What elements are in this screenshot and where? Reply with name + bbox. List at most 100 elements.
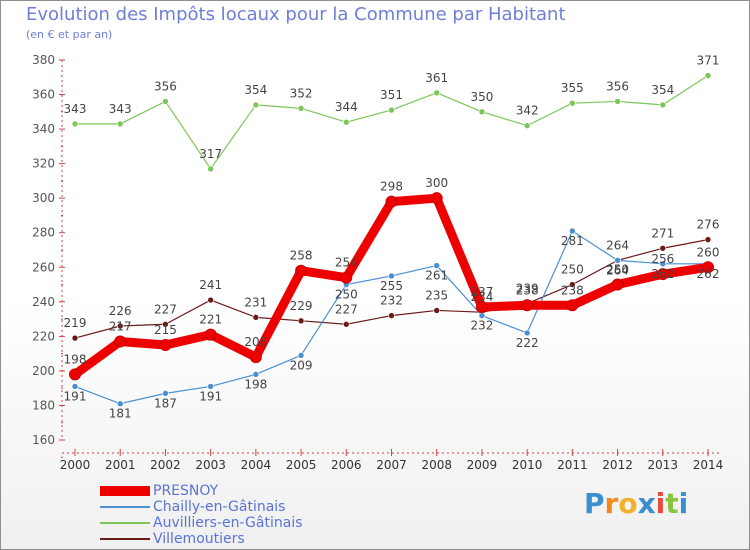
data-label: 209 [290, 358, 313, 372]
y-tick-label: 300 [32, 191, 55, 205]
data-point [388, 272, 395, 280]
data-point [659, 244, 667, 252]
data-label: 256 [651, 252, 674, 266]
data-label: 219 [64, 316, 87, 330]
logo-letter: r [604, 487, 619, 520]
data-label: 356 [154, 79, 177, 93]
data-label: 355 [561, 81, 584, 95]
data-point [614, 257, 621, 264]
data-label: 239 [516, 282, 539, 296]
data-label: 238 [516, 283, 539, 297]
data-point [162, 390, 169, 397]
data-point [249, 351, 262, 364]
data-label: 354 [244, 83, 267, 97]
data-point [342, 320, 350, 328]
legend-swatch [100, 538, 150, 540]
data-point [385, 195, 398, 208]
data-label: 208 [244, 335, 267, 349]
data-label: 232 [380, 294, 403, 308]
data-point [523, 122, 531, 129]
data-label: 227 [335, 302, 358, 316]
legend-item: PRESNOY [100, 483, 420, 499]
legend-swatch [100, 486, 150, 496]
data-label: 250 [561, 263, 584, 277]
legend-label: Villemoutiers [153, 531, 245, 547]
data-label: 221 [199, 313, 222, 327]
legend-item: Chailly-en-Gâtinais [100, 499, 420, 515]
data-point [388, 106, 395, 114]
data-point [475, 301, 488, 313]
y-tick-label: 260 [32, 260, 55, 274]
x-tick-label: 2006 [331, 458, 362, 472]
data-point [162, 320, 169, 328]
x-tick-label: 2005 [286, 458, 317, 472]
data-label: 250 [335, 288, 358, 302]
x-tick-label: 2014 [693, 458, 724, 472]
legend-item: Auvilliers-en-Gâtinais [100, 515, 420, 531]
data-label: 264 [606, 263, 629, 277]
data-point [71, 334, 79, 342]
data-label: 356 [606, 79, 629, 93]
data-label: 261 [425, 269, 448, 283]
x-tick-label: 2001 [105, 458, 136, 472]
legend-label: Chailly-en-Gâtinais [153, 499, 286, 515]
data-point [116, 120, 124, 128]
data-label: 281 [561, 234, 584, 248]
data-label: 264 [606, 238, 629, 252]
data-label: 258 [290, 249, 313, 263]
data-label: 187 [154, 396, 177, 410]
data-label: 191 [199, 389, 222, 403]
data-label: 217 [109, 320, 132, 334]
x-tick-label: 2008 [421, 458, 452, 472]
logo-letter: i [655, 487, 666, 520]
chart-title: Evolution des Impôts locaux pour la Comm… [26, 4, 566, 25]
data-label: 237 [470, 285, 493, 299]
data-point [297, 105, 305, 112]
data-label: 298 [380, 180, 403, 194]
y-tick-label: 180 [32, 398, 55, 412]
data-label: 343 [64, 102, 87, 116]
data-point [569, 227, 576, 235]
y-tick-label: 200 [32, 364, 55, 378]
data-point [521, 299, 534, 312]
data-point [388, 312, 395, 319]
data-point [433, 89, 441, 97]
x-tick-label: 2010 [512, 458, 543, 472]
data-point [430, 192, 443, 205]
data-label: 371 [697, 54, 720, 68]
logo-letter: P [584, 487, 605, 520]
x-tick-label: 2007 [376, 458, 407, 472]
data-point [116, 400, 124, 408]
x-tick-label: 2013 [648, 458, 679, 472]
data-label: 255 [380, 279, 403, 293]
data-point [252, 371, 260, 378]
data-point [704, 236, 712, 243]
data-label: 344 [335, 100, 358, 114]
data-point [207, 383, 214, 390]
data-label: 262 [697, 267, 720, 281]
x-tick-label: 2009 [467, 458, 498, 472]
data-point [297, 352, 305, 359]
logo-letter: i [678, 487, 689, 520]
data-label: 317 [199, 147, 222, 161]
data-point [207, 165, 214, 173]
data-point [566, 299, 579, 312]
data-point [656, 268, 669, 281]
legend: PRESNOY Chailly-en-Gâtinais Auvilliers-en-… [100, 483, 420, 547]
data-point [702, 261, 714, 274]
data-label: 276 [697, 218, 720, 232]
data-label: 235 [425, 288, 448, 302]
data-point [523, 329, 531, 337]
data-label: 198 [64, 352, 87, 366]
data-label: 262 [651, 267, 674, 281]
x-tick-label: 2002 [150, 458, 181, 472]
y-tick-label: 340 [32, 122, 55, 136]
data-point [71, 120, 79, 128]
y-tick-label: 280 [32, 226, 55, 240]
x-tick-label: 2012 [602, 458, 633, 472]
data-point [704, 72, 712, 79]
data-label: 260 [697, 245, 720, 259]
data-point [569, 99, 576, 107]
